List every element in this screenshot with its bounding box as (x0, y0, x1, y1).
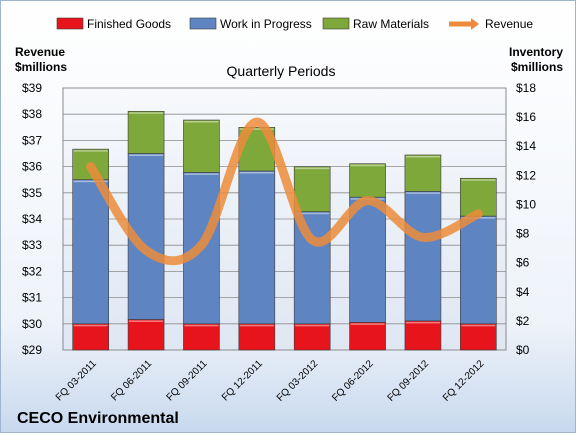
bar-highlight (295, 325, 329, 327)
bar-highlight (351, 165, 385, 167)
bar-highlight (184, 121, 218, 123)
legend-arrow-revenue (471, 18, 479, 30)
bar-raw-materials (183, 120, 219, 172)
left-tick-label: $37 (22, 133, 42, 147)
bar-highlight (351, 323, 385, 325)
bar-finished-goods (73, 324, 109, 350)
legend-label-revenue: Revenue (485, 17, 533, 31)
right-tick-label: $10 (516, 197, 536, 211)
chart-subtitle: Quarterly Periods (227, 63, 336, 79)
bar-finished-goods (239, 324, 275, 350)
bar-raw-materials (350, 164, 386, 197)
left-tick-label: $30 (22, 317, 42, 331)
left-tick-label: $36 (22, 160, 42, 174)
left-tick-label: $32 (22, 264, 42, 278)
company-name: CECO Environmental (17, 410, 179, 427)
left-tick-label: $38 (22, 107, 42, 121)
bar-raw-materials (294, 167, 330, 212)
bar-highlight (295, 168, 329, 170)
legend-label-work-in-progress: Work in Progress (220, 17, 312, 31)
bar-finished-goods (460, 324, 496, 350)
bar-highlight (406, 156, 440, 158)
legend: Finished Goods Work in Progress Raw Materi… (57, 17, 533, 31)
bar-highlight (240, 172, 274, 174)
bar-raw-materials (405, 155, 441, 191)
left-tick-label: $31 (22, 291, 42, 305)
left-tick-label: $35 (22, 186, 42, 200)
category-label: FQ 06-2011 (109, 358, 154, 403)
left-axis-title-line2: $millions (15, 60, 67, 74)
right-tick-label: $2 (516, 314, 530, 328)
bar-raw-materials (128, 111, 164, 153)
legend-label-raw-materials: Raw Materials (353, 17, 429, 31)
left-axis-title-line1: Revenue (15, 45, 65, 59)
bar-highlight (461, 179, 495, 181)
bar-finished-goods (350, 322, 386, 350)
bar-highlight (461, 325, 495, 327)
category-label: FQ 12-2011 (220, 358, 265, 403)
right-tick-label: $16 (516, 110, 536, 124)
category-label: FQ 12-2012 (441, 358, 487, 404)
bar-highlight (129, 112, 163, 114)
left-tick-label: $33 (22, 238, 42, 252)
right-tick-label: $8 (516, 227, 530, 241)
right-tick-label: $0 (516, 343, 530, 357)
bar-highlight (184, 173, 218, 175)
legend-swatch-raw-materials (323, 18, 349, 29)
right-tick-label: $14 (516, 139, 536, 153)
legend-swatch-finished-goods (57, 18, 83, 29)
bar-highlight (74, 150, 108, 152)
bar-highlight (129, 155, 163, 157)
bar-finished-goods (405, 321, 441, 350)
bar-highlight (184, 325, 218, 327)
plot-area: $29 $30 $31 $32 $33 $34 $35 $36 $37 $38 $39 $0 $2 $4 $… (22, 81, 536, 404)
bar-finished-goods (294, 324, 330, 350)
left-tick-label: $34 (22, 212, 42, 226)
legend-swatch-work-in-progress (190, 18, 216, 29)
right-tick-label: $6 (516, 256, 530, 270)
right-tick-label: $4 (516, 285, 530, 299)
bar-highlight (74, 325, 108, 327)
bar-work-in-progress (73, 180, 109, 324)
category-label: FQ 06-2012 (330, 358, 376, 404)
bar-work-in-progress (350, 197, 386, 322)
right-axis-title-line2: $millions (511, 60, 563, 74)
bar-highlight (129, 320, 163, 322)
bar-highlight (406, 322, 440, 324)
bar-highlight (240, 325, 274, 327)
category-label: FQ 03-2011 (54, 358, 99, 403)
left-tick-label: $29 (22, 343, 42, 357)
legend-label-finished-goods: Finished Goods (87, 17, 171, 31)
category-label: FQ 09-2011 (165, 358, 210, 403)
bar-work-in-progress (460, 216, 496, 324)
category-label: FQ 09-2012 (386, 358, 432, 404)
right-axis-title-line1: Inventory (509, 45, 563, 59)
right-tick-label: $18 (516, 81, 536, 95)
bar-work-in-progress (405, 191, 441, 321)
bar-highlight (406, 192, 440, 194)
left-tick-label: $39 (22, 81, 42, 95)
bar-finished-goods (128, 319, 164, 350)
right-tick-label: $12 (516, 168, 536, 182)
bar-finished-goods (183, 324, 219, 350)
bar-work-in-progress (239, 171, 275, 324)
category-label: FQ 03-2012 (275, 358, 321, 404)
